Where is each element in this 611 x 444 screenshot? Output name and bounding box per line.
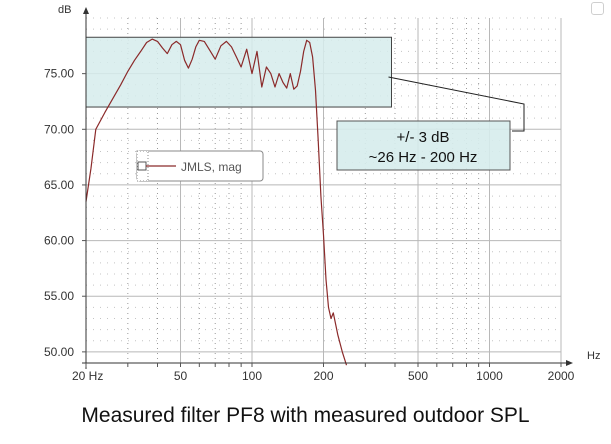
x-tick-label: 50 (174, 369, 188, 383)
x-tick-label: 100 (242, 369, 262, 383)
tolerance-band (85, 36, 392, 108)
legend-label: JMLS, mag (181, 160, 242, 174)
figure-caption: Measured filter PF8 with measured outdoo… (81, 404, 530, 427)
annotation-line-1: +/- 3 dB (397, 129, 450, 146)
y-tick-label: 55.00 (44, 289, 74, 303)
corner-checkbox[interactable] (591, 2, 604, 15)
y-tick-label: 70.00 (44, 122, 74, 136)
annotation-box (336, 120, 511, 171)
y-tick-label: 65.00 (44, 178, 74, 192)
series-layer (85, 38, 348, 366)
x-tick-label: 2000 (548, 369, 575, 383)
x-tick-label: 20 Hz (72, 369, 103, 383)
x-tick-label: 200 (313, 369, 333, 383)
y-tick-label: 60.00 (44, 234, 74, 248)
annotation: +/- 3 dB ~26 Hz - 200 Hz (336, 76, 525, 171)
x-axis-arrow-icon (566, 360, 573, 366)
y-axis-arrow-icon (83, 7, 89, 14)
x-tick-label: 500 (408, 369, 428, 383)
x-axis-label: Hz (587, 350, 600, 362)
series-line (85, 38, 348, 366)
y-axis-label: dB (58, 4, 71, 16)
tick-labels: 50.00 55.00 60.00 65.00 70.00 75.00 20 Hz 50 100… (44, 67, 575, 383)
y-tick-label: 50.00 (44, 345, 74, 359)
annotation-line-2: ~26 Hz - 200 Hz (369, 149, 478, 166)
chart: 50.00 55.00 60.00 65.00 70.00 75.00 20 Hz 50 100… (44, 4, 600, 383)
y-tick-label: 75.00 (44, 67, 74, 81)
x-tick-label: 1000 (476, 369, 503, 383)
legend: JMLS, mag (136, 150, 264, 182)
annotation-connector (388, 76, 525, 132)
axes (82, 7, 573, 369)
legend-swatch-icon (137, 161, 147, 171)
